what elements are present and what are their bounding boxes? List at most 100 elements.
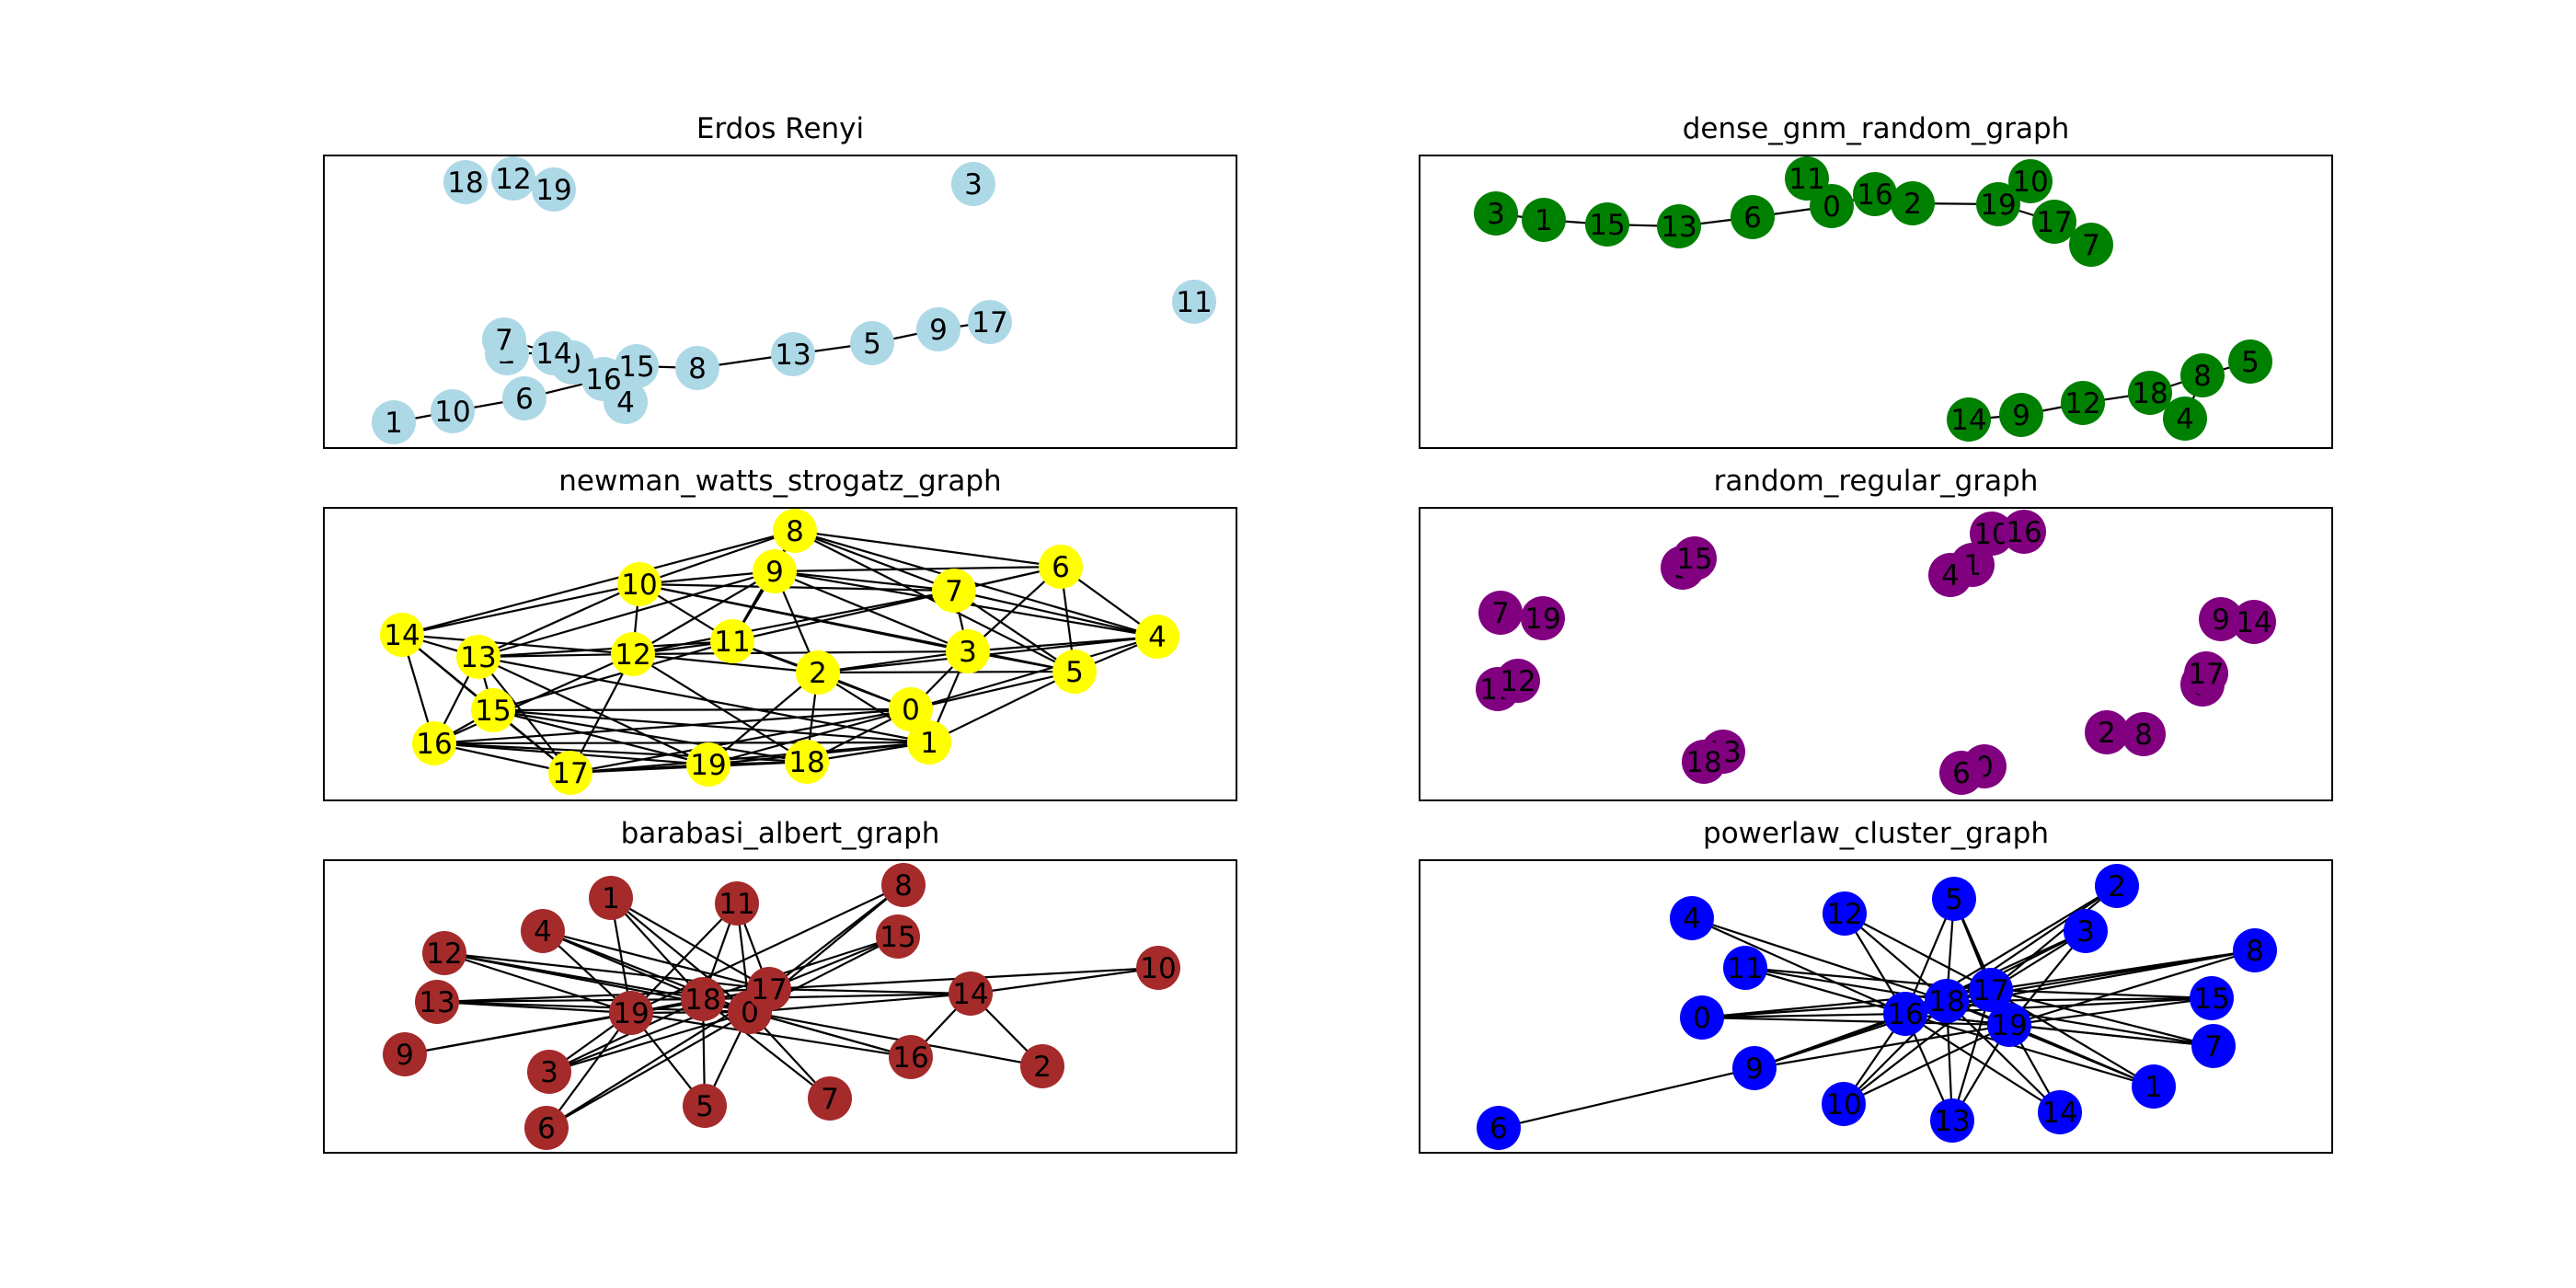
node-label: 12 (1500, 665, 1535, 698)
edge-newman-1-15 (492, 708, 930, 744)
node-erdos-7: 7 (482, 317, 526, 362)
edge-newman-6-9 (774, 565, 1062, 573)
node-label: 4 (2176, 403, 2194, 436)
node-label: 16 (1887, 998, 1923, 1031)
node-powerlaw-15: 15 (2190, 976, 2234, 1020)
node-label: 15 (2193, 983, 2229, 1016)
node-label: 4 (1148, 621, 1167, 654)
node-label: 7 (821, 1083, 839, 1116)
node-circle (949, 972, 993, 1016)
panel-erdos: Erdos Renyi 0123456789101112131415161718… (323, 112, 1237, 449)
node-erdos-6: 6 (502, 376, 546, 420)
edge-barabasi-18-12 (443, 951, 704, 1001)
edge-powerlaw-2-17 (1990, 885, 2118, 991)
node-random-regular-19: 19 (1521, 596, 1565, 640)
panel-title-random-regular: random_regular_graph (1714, 465, 2039, 498)
node-label: 5 (1065, 656, 1084, 689)
node-circle (1136, 946, 1180, 990)
node-circle (876, 914, 920, 959)
node-label: 18 (1928, 985, 1964, 1018)
node-label: 15 (475, 695, 511, 728)
node-newman-6: 6 (1039, 545, 1083, 589)
node-erdos-19: 19 (532, 167, 576, 212)
node-circle (431, 389, 475, 433)
node-circle (2163, 397, 2207, 441)
node-label: 10 (1825, 1088, 1861, 1121)
node-circle (532, 167, 576, 212)
node-label: 19 (690, 749, 726, 782)
node-newman-15: 15 (471, 688, 515, 732)
edge-powerlaw-4-18 (1691, 916, 1948, 1003)
node-newman-3: 3 (946, 629, 990, 673)
edge-newman-0-16 (433, 707, 912, 745)
node-label: 12 (495, 163, 531, 196)
node-label: 19 (1980, 189, 2016, 222)
node-label: 16 (1857, 178, 1892, 212)
node-dense-gnm-9: 9 (1999, 393, 2043, 437)
node-label: 17 (552, 757, 588, 790)
panel-frame-powerlaw (1419, 859, 2333, 1154)
node-dense-gnm-6: 6 (1731, 195, 1775, 239)
node-circle (502, 376, 546, 420)
node-barabasi-12: 12 (422, 931, 466, 975)
node-label: 18 (788, 746, 824, 779)
node-label: 19 (613, 997, 649, 1030)
node-circle (1673, 536, 1717, 581)
edge-powerlaw-6-9 (1498, 1066, 1755, 1130)
node-label: 13 (775, 339, 811, 372)
node-circle (1522, 198, 1566, 242)
node-random-regular-17: 17 (2184, 651, 2228, 696)
node-label: 19 (1524, 603, 1560, 636)
node-circle (415, 980, 459, 1024)
node-circle (968, 300, 1012, 344)
panel-frame-barabasi (323, 859, 1237, 1154)
node-label: 17 (2188, 658, 2224, 691)
node-barabasi-13: 13 (415, 980, 459, 1024)
node-barabasi-5: 5 (683, 1084, 727, 1128)
node-dense-gnm-5: 5 (2228, 339, 2272, 384)
edge-newman-3-12 (632, 650, 969, 656)
node-circle (548, 751, 592, 795)
node-circle (2228, 339, 2272, 384)
edge-barabasi-0-6 (546, 1011, 751, 1129)
node-barabasi-16: 16 (889, 1035, 933, 1079)
node-barabasi-6: 6 (524, 1106, 569, 1150)
node-dense-gnm-1: 1 (1522, 198, 1566, 242)
node-label: 9 (765, 556, 784, 589)
edge-barabasi-17-4 (542, 929, 770, 991)
node-label: 8 (2134, 719, 2153, 752)
node-circle (881, 863, 926, 907)
node-powerlaw-9: 9 (1732, 1046, 1777, 1090)
node-label: 9 (396, 1039, 414, 1072)
panel-title-barabasi: barabasi_albert_graph (621, 817, 940, 850)
node-circle (2190, 976, 2234, 1020)
node-label: 15 (1676, 543, 1712, 576)
node-label: 14 (2236, 606, 2271, 639)
node-powerlaw-5: 5 (1932, 877, 1976, 921)
node-label: 4 (616, 386, 635, 420)
node-circle (527, 1050, 571, 1094)
node-label: 3 (959, 636, 977, 669)
node-label: 18 (684, 983, 720, 1017)
edge-barabasi-18-7 (702, 998, 831, 1099)
node-label: 3 (1487, 198, 1505, 231)
node-circle (2002, 510, 2046, 554)
edge-powerlaw-0-16 (1701, 1012, 1906, 1019)
node-circle (907, 720, 951, 765)
node-random-regular-18: 18 (1682, 740, 1726, 784)
edge-newman-11-13 (477, 639, 733, 659)
node-newman-4: 4 (1135, 615, 1179, 659)
node-erdos-9: 9 (916, 307, 960, 351)
node-label: 15 (1589, 209, 1625, 242)
node-label: 12 (426, 937, 462, 971)
node-barabasi-8: 8 (881, 863, 926, 907)
node-circle (1732, 1046, 1777, 1090)
node-powerlaw-10: 10 (1822, 1082, 1866, 1126)
node-circle (773, 509, 817, 553)
node-barabasi-4: 4 (521, 909, 565, 953)
node-circle (710, 619, 754, 663)
node-label: 0 (902, 694, 920, 727)
node-label: 8 (2193, 360, 2212, 393)
node-newman-0: 0 (889, 687, 933, 731)
